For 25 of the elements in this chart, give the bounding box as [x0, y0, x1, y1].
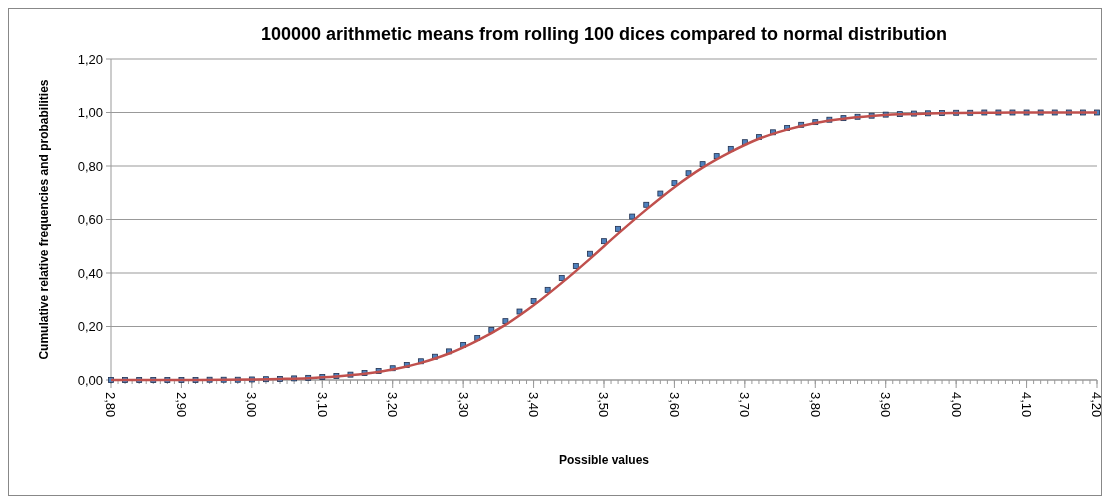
x-tick-label: 3,70 [737, 392, 753, 418]
x-tick-label: 3,90 [878, 392, 894, 418]
y-axis-title: Cumulative relative frequencies and probabilities [37, 79, 51, 360]
x-tick-label: 3,10 [314, 392, 330, 418]
y-tick-label: 1,20 [77, 51, 103, 67]
x-tick-label: 3,50 [596, 392, 612, 418]
x-axis-title: Possible values [558, 453, 650, 467]
y-tick-label: 0,80 [77, 158, 103, 174]
x-tick-label: 3,30 [455, 392, 471, 418]
x-tick-label: 3,60 [666, 392, 682, 418]
x-tick-label: 4,20 [1089, 392, 1102, 418]
x-tick-label: 4,10 [1019, 392, 1035, 418]
y-tick-label: 0,20 [77, 319, 103, 335]
x-tick-label: 3,00 [244, 392, 260, 418]
x-tick-label: 2,80 [103, 392, 119, 418]
y-tick-label: 0,60 [77, 212, 103, 228]
x-tick-label: 3,40 [526, 392, 542, 418]
y-tick-label: 1,00 [77, 105, 103, 121]
y-tick-label: 0,40 [77, 265, 103, 281]
y-tick-label: 0,00 [77, 372, 103, 388]
x-tick-label: 3,20 [385, 392, 401, 418]
x-tick-label: 2,90 [173, 392, 189, 418]
chart-title: 100000 arithmetic means from rolling 100 dices compared to normal distribution [260, 24, 948, 44]
x-tick-label: 3,80 [807, 392, 823, 418]
x-tick-label: 4,00 [948, 392, 964, 418]
